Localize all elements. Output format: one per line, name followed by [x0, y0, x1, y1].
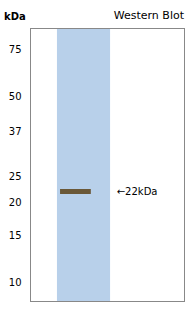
svg-text:←22kDa: ←22kDa: [117, 186, 158, 197]
svg-text:10: 10: [9, 277, 22, 288]
svg-text:20: 20: [9, 197, 22, 208]
svg-text:15: 15: [9, 230, 22, 241]
svg-text:25: 25: [9, 171, 22, 182]
svg-text:37: 37: [9, 126, 22, 137]
html-text:Western Blot: Western Blot: [113, 9, 184, 22]
svg-text:50: 50: [9, 91, 22, 102]
html-text:kDa: kDa: [4, 11, 26, 22]
svg-text:75: 75: [9, 44, 22, 55]
